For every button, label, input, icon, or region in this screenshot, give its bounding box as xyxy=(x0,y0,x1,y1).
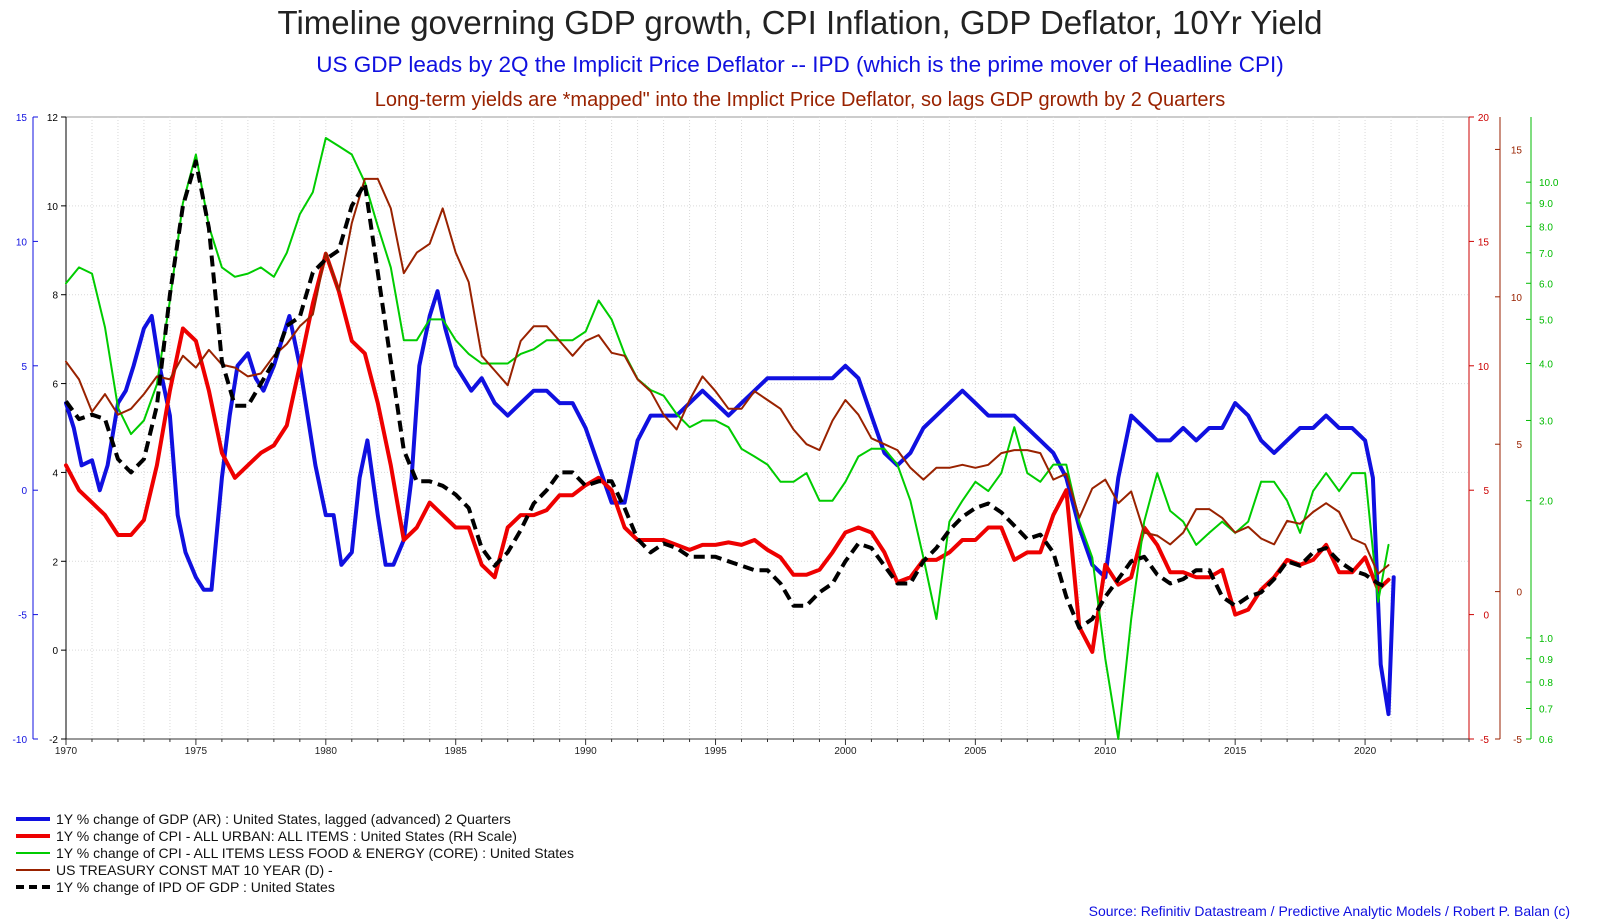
x-tick-label: 1990 xyxy=(575,746,598,757)
blue_left-tick-label: 15 xyxy=(16,113,28,124)
green_right-tick-label: 10.0 xyxy=(1539,178,1559,189)
green_right-tick-label: 0.9 xyxy=(1539,655,1553,666)
brown_right-tick-label: -5 xyxy=(1513,735,1522,746)
green_right-tick-label: 0.8 xyxy=(1539,678,1553,689)
green_right-tick-label: 0.6 xyxy=(1539,735,1553,746)
brown_right-tick-label: 5 xyxy=(1516,440,1522,451)
green_right-tick-label: 7.0 xyxy=(1539,249,1553,260)
legend-label: 1Y % change of IPD OF GDP : United State… xyxy=(56,878,335,895)
green_right-tick-label: 1.0 xyxy=(1539,634,1553,645)
series-line-3 xyxy=(65,137,1390,740)
source-note: Source: Refinitiv Datastream / Predictiv… xyxy=(1088,903,1570,919)
series-line-2 xyxy=(64,251,1391,654)
legend-label: US TREASURY CONST MAT 10 YEAR (D) - xyxy=(56,861,333,878)
series-line-1 xyxy=(64,289,1396,717)
series-group xyxy=(64,137,1396,740)
chart-title: Timeline governing GDP growth, CPI Infla… xyxy=(277,4,1323,41)
x-tick-label: 2010 xyxy=(1094,746,1117,757)
black_left-tick-label: 0 xyxy=(52,646,58,657)
legend-label: 1Y % change of CPI - ALL URBAN: ALL ITEM… xyxy=(56,827,517,844)
legend-item: 1Y % change of CPI - ALL ITEMS LESS FOOD… xyxy=(16,844,574,861)
blue_left-tick-label: -5 xyxy=(18,611,27,622)
black_left-tick-label: 4 xyxy=(52,468,58,479)
black_left-tick-label: 10 xyxy=(47,202,59,213)
brown_right-tick-label: 10 xyxy=(1511,293,1523,304)
gridlines xyxy=(65,116,1470,740)
green_right-tick-label: 2.0 xyxy=(1539,497,1553,508)
green_right-tick-label: 5.0 xyxy=(1539,315,1553,326)
blue_left-tick-label: 5 xyxy=(21,362,27,373)
legend-item: 1Y % change of GDP (AR) : United States,… xyxy=(16,810,574,827)
series-line-5 xyxy=(64,159,1390,630)
legend-item: US TREASURY CONST MAT 10 YEAR (D) - xyxy=(16,861,574,878)
legend-swatch xyxy=(16,833,50,838)
legend-label: 1Y % change of GDP (AR) : United States,… xyxy=(56,810,511,827)
legend-item: 1Y % change of IPD OF GDP : United State… xyxy=(16,878,574,895)
chart-subtitle-1: US GDP leads by 2Q the Implicit Price De… xyxy=(316,52,1284,77)
legend: 1Y % change of GDP (AR) : United States,… xyxy=(16,810,574,895)
black_left-tick-label: 2 xyxy=(52,557,58,568)
x-tick-label: 2000 xyxy=(834,746,857,757)
red_right-tick-label: -5 xyxy=(1480,735,1489,746)
green_right-tick-label: 6.0 xyxy=(1539,279,1553,290)
red_right-tick-label: 0 xyxy=(1483,611,1489,622)
chart-subtitle-2: Long-term yields are *mapped" into the I… xyxy=(374,89,1226,111)
legend-swatch xyxy=(16,851,50,854)
blue_left-tick-label: 10 xyxy=(16,237,28,248)
blue_left-tick-label: 0 xyxy=(21,486,27,497)
x-tick-label: 1970 xyxy=(55,746,78,757)
x-tick-label: 1985 xyxy=(445,746,468,757)
red_right-tick-label: 10 xyxy=(1478,362,1490,373)
green_right-tick-label: 9.0 xyxy=(1539,199,1553,210)
x-tick-label: 2015 xyxy=(1224,746,1247,757)
blue_left-tick-label: -10 xyxy=(13,735,28,746)
x-tick-label: 2020 xyxy=(1354,746,1377,757)
black_left-tick-label: 6 xyxy=(52,380,58,391)
legend-swatch xyxy=(16,816,50,821)
axes: 1970 1975 1980 1985 1990 1995 2000 2005 2010 2015… xyxy=(13,113,1559,757)
red_right-tick-label: 15 xyxy=(1478,237,1490,248)
black_left-tick-label: 8 xyxy=(52,291,58,302)
legend-item: 1Y % change of CPI - ALL URBAN: ALL ITEM… xyxy=(16,827,574,844)
brown_right-tick-label: 0 xyxy=(1516,588,1522,599)
green_right-tick-label: 8.0 xyxy=(1539,222,1553,233)
red_right-tick-label: 20 xyxy=(1478,113,1490,124)
legend-swatch xyxy=(16,884,50,889)
x-tick-label: 1995 xyxy=(704,746,727,757)
plot-area xyxy=(65,116,1470,740)
x-tick-label: 1980 xyxy=(315,746,338,757)
black_left-tick-label: 12 xyxy=(47,113,59,124)
green_right-tick-label: 4.0 xyxy=(1539,360,1553,371)
legend-swatch xyxy=(16,868,50,871)
brown_right-tick-label: 15 xyxy=(1511,145,1523,156)
black_left-tick-label: -2 xyxy=(49,735,58,746)
x-tick-label: 1975 xyxy=(185,746,208,757)
x-tick-label: 2005 xyxy=(964,746,987,757)
red_right-tick-label: 5 xyxy=(1483,486,1489,497)
series-line-4 xyxy=(65,177,1390,575)
green_right-tick-label: 3.0 xyxy=(1539,416,1553,427)
green_right-tick-label: 0.7 xyxy=(1539,704,1553,715)
legend-label: 1Y % change of CPI - ALL ITEMS LESS FOOD… xyxy=(56,844,574,861)
